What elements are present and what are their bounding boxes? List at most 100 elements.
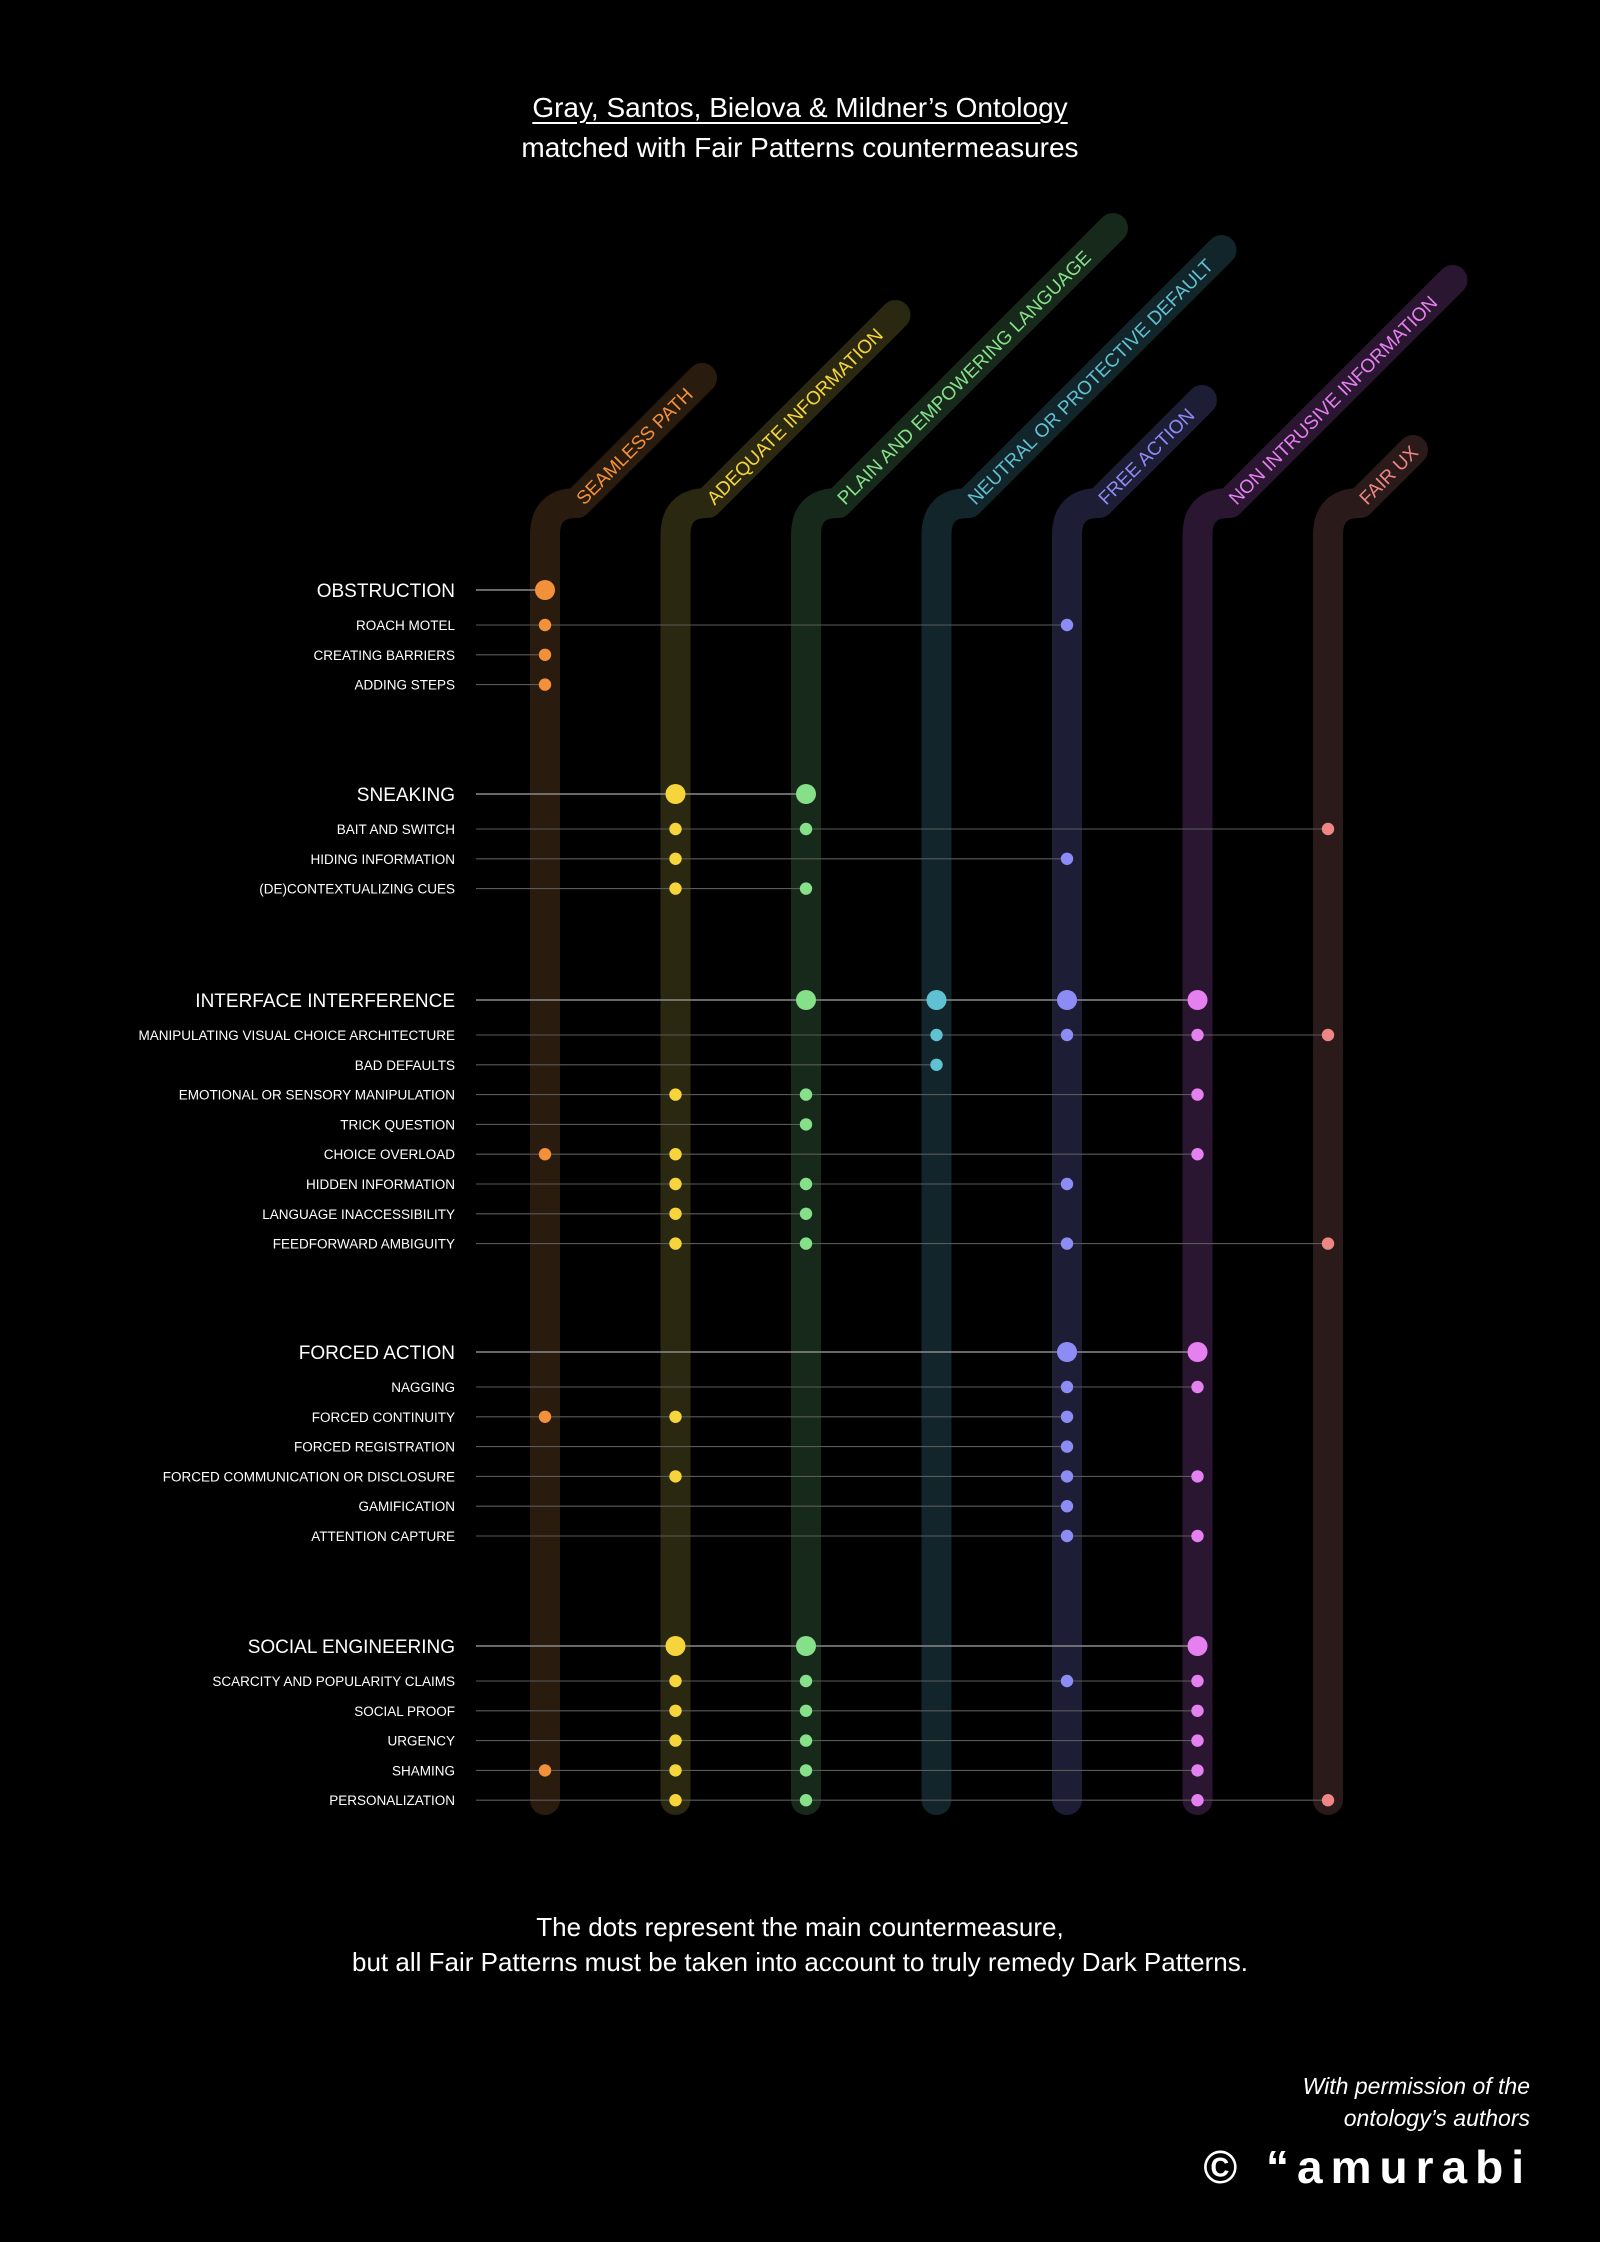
pattern-scarcity-and-popularity-claims-dot-plain-and-empowering-language xyxy=(799,1674,813,1688)
group-obstruction-label: OBSTRUCTION xyxy=(317,581,455,602)
pattern-forced-continuity-dot-adequate-information xyxy=(669,1410,682,1424)
group-social-engineering-dot-non-intrusive-information xyxy=(1187,1636,1208,1656)
group-obstruction-dot-seamless-path xyxy=(535,580,555,600)
pattern-social-proof-dot-plain-and-empowering-language xyxy=(799,1704,813,1718)
footnote: The dots represent the main countermeasu… xyxy=(0,1910,1600,1980)
pattern-attention-capture-dot-free-action xyxy=(1060,1529,1074,1543)
column-plain-and-empowering-language-label: PLAIN AND EMPOWERING LANGUAGE xyxy=(834,247,1096,509)
pattern-forced-registration-label: FORCED REGISTRATION xyxy=(294,1440,455,1455)
title-line-2: matched with Fair Patterns countermeasur… xyxy=(521,132,1079,163)
group-interface-interference-dot-non-intrusive-information xyxy=(1187,990,1208,1010)
column-neutral-or-protective-default-band xyxy=(921,235,1237,1815)
pattern-emotional-or-sensory-manipulation-dot-adequate-information xyxy=(669,1088,682,1101)
column-fair-ux-label: FAIR UX xyxy=(1356,442,1423,509)
group-interface-interference-dot-plain-and-empowering-language xyxy=(796,990,816,1010)
pattern-social-proof-dot-adequate-information xyxy=(669,1704,682,1718)
pattern-manipulating-visual-choice-architecture-dot-neutral-or-protective-default xyxy=(930,1028,943,1042)
pattern-choice-overload-dot-seamless-path xyxy=(538,1148,552,1161)
pattern-urgency-label: URGENCY xyxy=(387,1734,455,1749)
pattern-forced-registration-dot-free-action xyxy=(1060,1440,1074,1453)
pattern-hidden-information-dot-plain-and-empowering-language xyxy=(799,1177,813,1191)
column-seamless-path-label: SEAMLESS PATH xyxy=(573,385,698,510)
pattern-social-proof-dot-non-intrusive-information xyxy=(1191,1704,1204,1718)
page-title: Gray, Santos, Bielova & Mildner’s Ontolo… xyxy=(0,88,1600,168)
pattern-language-inaccessibility-dot-plain-and-empowering-language xyxy=(799,1207,813,1221)
group-social-engineering-label: SOCIAL ENGINEERING xyxy=(248,1637,455,1658)
pattern-urgency-dot-non-intrusive-information xyxy=(1191,1734,1204,1747)
pattern-choice-overload-dot-non-intrusive-information xyxy=(1191,1148,1204,1161)
pattern-forced-communication-or-disclosure-dot-non-intrusive-information xyxy=(1191,1470,1204,1483)
pattern-hiding-information-dot-adequate-information xyxy=(669,852,682,865)
group-forced-action-dot-non-intrusive-information xyxy=(1187,1342,1208,1362)
pattern-de-contextualizing-cues-dot-plain-and-empowering-language xyxy=(799,882,813,895)
column-free-action-label: FREE ACTION xyxy=(1095,405,1199,509)
pattern-shaming-dot-non-intrusive-information xyxy=(1191,1764,1204,1777)
pattern-forced-communication-or-disclosure-label: FORCED COMMUNICATION OR DISCLOSURE xyxy=(163,1469,455,1484)
pattern-de-contextualizing-cues-label: (DE)CONTEXTUALIZING CUES xyxy=(259,882,455,897)
pattern-manipulating-visual-choice-architecture-label: MANIPULATING VISUAL CHOICE ARCHITECTURE xyxy=(138,1028,455,1043)
pattern-hidden-information-dot-free-action xyxy=(1060,1177,1074,1191)
pattern-attention-capture-dot-non-intrusive-information xyxy=(1191,1529,1204,1543)
pattern-gamification-label: GAMIFICATION xyxy=(359,1499,456,1514)
column-free-action-band xyxy=(1052,385,1217,1815)
pattern-scarcity-and-popularity-claims-dot-free-action xyxy=(1060,1674,1074,1688)
pattern-scarcity-and-popularity-claims-label: SCARCITY AND POPULARITY CLAIMS xyxy=(212,1674,455,1689)
footnote-line-2: but all Fair Patterns must be taken into… xyxy=(352,1947,1248,1977)
group-forced-action-dot-free-action xyxy=(1057,1342,1077,1362)
amurabi-logo: © “amurabi xyxy=(1203,2141,1532,2193)
pattern-social-proof-label: SOCIAL PROOF xyxy=(354,1704,455,1719)
pattern-gamification-dot-free-action xyxy=(1060,1500,1074,1513)
pattern-nagging-label: NAGGING xyxy=(391,1380,455,1395)
pattern-personalization-dot-fair-ux xyxy=(1321,1794,1335,1807)
group-sneaking-dot-plain-and-empowering-language xyxy=(796,784,816,804)
pattern-forced-communication-or-disclosure-dot-adequate-information xyxy=(669,1470,682,1483)
row-labels: OBSTRUCTION ROACH MOTEL CREATING BARRIERS A… xyxy=(138,581,455,1808)
countermeasure-dots xyxy=(535,580,1335,1807)
pattern-bait-and-switch-dot-plain-and-empowering-language xyxy=(799,822,813,836)
pattern-adding-steps-dot-seamless-path xyxy=(538,678,552,691)
column-seamless-path-band xyxy=(530,363,717,1815)
pattern-forced-continuity-label: FORCED CONTINUITY xyxy=(312,1410,455,1425)
pattern-feedforward-ambiguity-label: FEEDFORWARD AMBIGUITY xyxy=(273,1237,455,1252)
group-interface-interference-label: INTERFACE INTERFERENCE xyxy=(195,991,455,1012)
group-interface-interference-dot-neutral-or-protective-default xyxy=(926,990,947,1010)
pattern-shaming-dot-adequate-information xyxy=(669,1764,682,1777)
pattern-de-contextualizing-cues-dot-adequate-information xyxy=(669,882,682,895)
pattern-personalization-dot-non-intrusive-information xyxy=(1191,1794,1204,1807)
pattern-language-inaccessibility-label: LANGUAGE INACCESSIBILITY xyxy=(262,1207,455,1222)
pattern-bad-defaults-label: BAD DEFAULTS xyxy=(355,1058,455,1073)
group-sneaking-dot-adequate-information xyxy=(665,784,686,804)
column-adequate-information-band xyxy=(660,300,911,1815)
pattern-feedforward-ambiguity-dot-adequate-information xyxy=(669,1237,682,1250)
pattern-manipulating-visual-choice-architecture-dot-non-intrusive-information xyxy=(1191,1028,1204,1042)
group-forced-action-label: FORCED ACTION xyxy=(299,1343,455,1364)
pattern-attention-capture-label: ATTENTION CAPTURE xyxy=(311,1529,455,1544)
title-line-1: Gray, Santos, Bielova & Mildner’s Ontolo… xyxy=(532,92,1068,123)
pattern-bait-and-switch-dot-fair-ux xyxy=(1321,822,1335,836)
permission-line-1: With permission of the xyxy=(1302,2073,1530,2099)
pattern-nagging-dot-non-intrusive-information xyxy=(1191,1380,1204,1394)
pattern-language-inaccessibility-dot-adequate-information xyxy=(669,1207,682,1221)
group-sneaking-label: SNEAKING xyxy=(357,785,455,806)
pattern-manipulating-visual-choice-architecture-dot-fair-ux xyxy=(1321,1028,1335,1042)
pattern-bait-and-switch-dot-adequate-information xyxy=(669,822,682,836)
pattern-feedforward-ambiguity-dot-free-action xyxy=(1060,1237,1074,1250)
pattern-forced-continuity-dot-seamless-path xyxy=(538,1410,552,1424)
group-interface-interference-dot-free-action xyxy=(1057,990,1077,1010)
pattern-hidden-information-label: HIDDEN INFORMATION xyxy=(306,1177,455,1192)
pattern-hidden-information-dot-adequate-information xyxy=(669,1177,682,1191)
pattern-shaming-label: SHAMING xyxy=(392,1763,455,1778)
pattern-creating-barriers-dot-seamless-path xyxy=(538,648,552,661)
pattern-emotional-or-sensory-manipulation-label: EMOTIONAL OR SENSORY MANIPULATION xyxy=(179,1088,455,1103)
pattern-emotional-or-sensory-manipulation-dot-non-intrusive-information xyxy=(1191,1088,1204,1101)
pattern-hiding-information-label: HIDING INFORMATION xyxy=(311,852,456,867)
column-neutral-or-protective-default-label: NEUTRAL OR PROTECTIVE DEFAULT xyxy=(964,255,1218,509)
pattern-adding-steps-label: ADDING STEPS xyxy=(354,678,455,693)
column-fair-ux-band xyxy=(1313,435,1428,1815)
pattern-roach-motel-dot-seamless-path xyxy=(538,618,552,632)
pattern-feedforward-ambiguity-dot-fair-ux xyxy=(1321,1237,1335,1250)
pattern-manipulating-visual-choice-architecture-dot-free-action xyxy=(1060,1028,1074,1042)
pattern-bad-defaults-dot-neutral-or-protective-default xyxy=(930,1058,943,1072)
